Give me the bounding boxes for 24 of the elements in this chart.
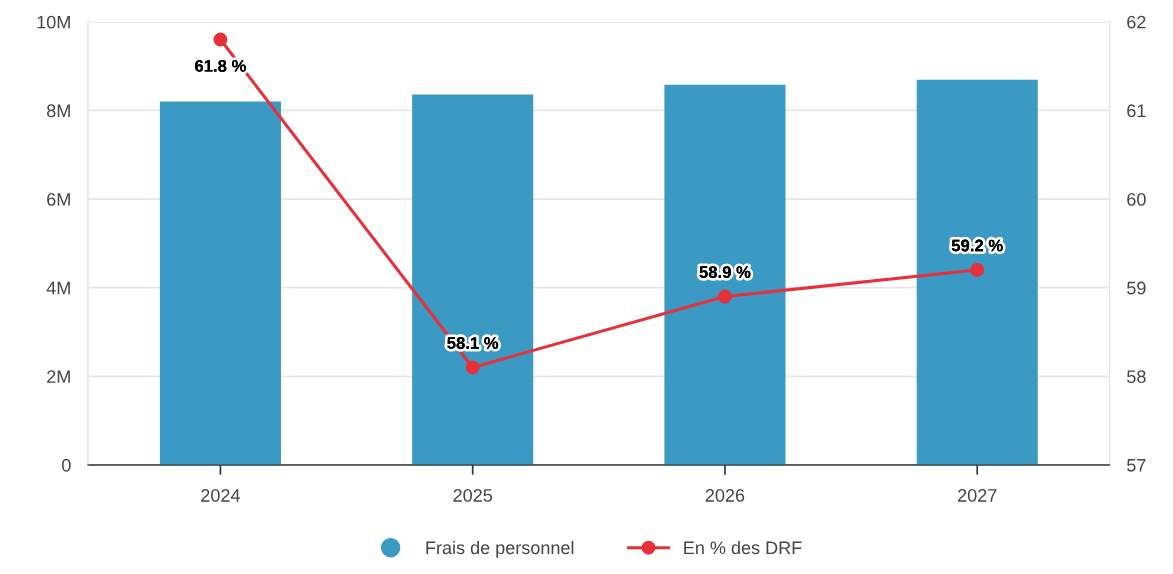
data-label: 58.9 % [699, 266, 751, 278]
legend-label: Frais de personnel [426, 540, 574, 558]
y2-tick-label: 57 [1127, 459, 1146, 472]
point [465, 360, 480, 375]
legend-label: En % des DRF [684, 540, 802, 555]
y-tick-label: 10M [37, 15, 70, 29]
y2-tick-label: 62 [1127, 15, 1146, 29]
y2-tick-label: 60 [1127, 193, 1146, 206]
point [213, 32, 228, 47]
y2-tick-label: 58 [1127, 370, 1146, 384]
y-tick-label: 6M [47, 193, 70, 206]
point [718, 289, 732, 304]
x-tick-label: 2024 [201, 489, 240, 502]
y-tick-label: 0 [61, 458, 71, 472]
x-tick-label: 2026 [705, 489, 745, 502]
y2-tick-label: 61 [1127, 104, 1146, 118]
y2-tick-label: 59 [1127, 281, 1146, 295]
y-tick-label: 8M [47, 104, 70, 118]
y-tick-label: 4M [46, 281, 70, 295]
x-tick-label: 2025 [453, 489, 493, 502]
x-tick-label: 2027 [958, 489, 997, 502]
data-label: 59.2 % [951, 239, 1003, 252]
y-tick-label: 2M [47, 370, 70, 383]
point [970, 263, 985, 277]
